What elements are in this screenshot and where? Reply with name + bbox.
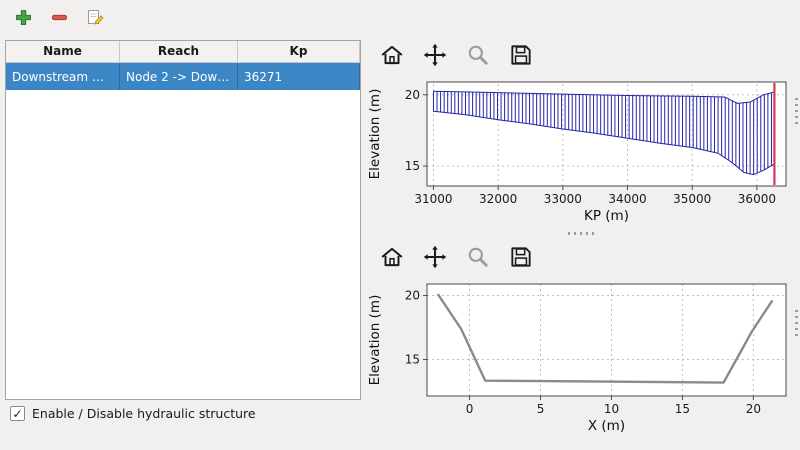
main-toolbar: [0, 0, 800, 34]
home-icon: [381, 247, 403, 267]
remove-structure-button[interactable]: [46, 4, 73, 31]
cross-section-chart[interactable]: 0 5 10 15 20 15 20 X (m) Elevation (m): [365, 276, 800, 446]
svg-text:31000: 31000: [414, 192, 452, 206]
svg-text:20: 20: [746, 402, 761, 416]
svg-text:Elevation (m): Elevation (m): [367, 295, 383, 386]
minus-icon: [52, 14, 67, 20]
table-header: Name Reach Kp: [6, 41, 360, 63]
enable-structure-checkbox-row[interactable]: ✓ Enable / Disable hydraulic structure: [10, 406, 256, 421]
svg-text:36000: 36000: [738, 192, 776, 206]
svg-text:Elevation (m): Elevation (m): [367, 89, 383, 180]
structure-kp-text: 36271: [244, 69, 283, 84]
home-button[interactable]: [377, 40, 407, 70]
svg-text:15: 15: [405, 353, 420, 367]
svg-text:20: 20: [405, 88, 420, 102]
edit-structure-button[interactable]: [82, 4, 109, 31]
pan-icon: [423, 43, 447, 67]
cell-structure-reach: Node 2 -> Down...: [120, 63, 238, 90]
pane-handle[interactable]: [795, 310, 798, 340]
section-plot-toolbar: [365, 238, 800, 276]
svg-text:X (m): X (m): [588, 418, 625, 434]
plus-icon: [16, 9, 31, 25]
edit-icon: [88, 10, 104, 25]
pane-handle[interactable]: [795, 98, 798, 128]
save-button[interactable]: [506, 242, 536, 272]
pan-button[interactable]: [420, 40, 450, 70]
svg-text:15: 15: [405, 159, 420, 173]
longitudinal-profile-chart[interactable]: 31000 32000 33000 34000 35000 36000 15 20 KP (m)…: [365, 74, 800, 228]
column-header-name[interactable]: Name: [6, 41, 120, 62]
add-structure-button[interactable]: [10, 4, 37, 31]
pan-icon: [423, 245, 447, 269]
svg-text:20: 20: [405, 289, 420, 303]
enable-structure-checkbox[interactable]: ✓: [10, 406, 25, 421]
structure-reach-text: Node 2 -> Down...: [126, 69, 231, 84]
svg-text:35000: 35000: [673, 192, 711, 206]
pan-button[interactable]: [420, 242, 450, 272]
svg-text:KP (m): KP (m): [584, 208, 629, 224]
structure-name-text: Downstream weir: [12, 69, 113, 84]
column-header-reach[interactable]: Reach: [120, 41, 238, 62]
zoom-button[interactable]: [463, 40, 493, 70]
table-row[interactable]: Downstream weir Node 2 -> Down... 36271: [6, 63, 360, 90]
longitudinal-profile-plot-panel: 31000 32000 33000 34000 35000 36000 15 20 KP (m)…: [365, 36, 800, 228]
svg-text:33000: 33000: [544, 192, 582, 206]
profile-plot-toolbar: [365, 36, 800, 74]
check-mark-icon: ✓: [12, 406, 23, 421]
structures-panel: Name Reach Kp Downstream weir Node 2 -> …: [5, 38, 361, 450]
home-icon: [381, 45, 403, 65]
zoom-icon: [468, 247, 488, 267]
plots-panel: 31000 32000 33000 34000 35000 36000 15 20 KP (m)…: [365, 36, 800, 450]
svg-text:34000: 34000: [608, 192, 646, 206]
zoom-icon: [468, 45, 488, 65]
save-icon: [511, 45, 531, 65]
cross-section-plot-panel: 0 5 10 15 20 15 20 X (m) Elevation (m): [365, 238, 800, 450]
svg-text:0: 0: [466, 402, 474, 416]
svg-text:32000: 32000: [479, 192, 517, 206]
svg-text:15: 15: [675, 402, 690, 416]
plot-splitter[interactable]: [365, 228, 800, 238]
save-button[interactable]: [506, 40, 536, 70]
home-button[interactable]: [377, 242, 407, 272]
svg-text:10: 10: [604, 402, 619, 416]
cell-structure-kp: 36271: [238, 63, 360, 90]
structures-table: Name Reach Kp Downstream weir Node 2 -> …: [5, 40, 361, 400]
save-icon: [511, 247, 531, 267]
enable-structure-label: Enable / Disable hydraulic structure: [32, 406, 256, 421]
zoom-button[interactable]: [463, 242, 493, 272]
cell-structure-name: Downstream weir: [6, 63, 120, 90]
svg-text:5: 5: [537, 402, 545, 416]
column-header-kp[interactable]: Kp: [238, 41, 360, 62]
